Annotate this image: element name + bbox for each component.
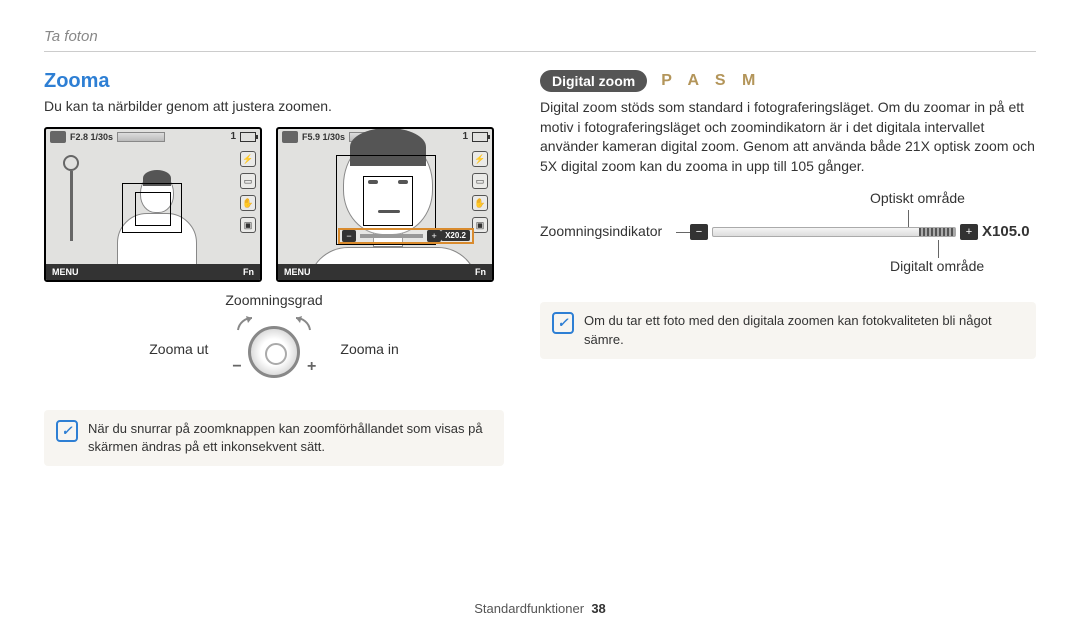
ev-meter-icon (117, 132, 165, 142)
note-text: När du snurrar på zoomknappen kan zoomfö… (88, 420, 492, 456)
mode-icon (50, 131, 66, 143)
zoom-in-label: Zooma in (340, 341, 398, 357)
minus-sign: − (232, 358, 241, 376)
focus-rect-inner (363, 176, 413, 226)
rotate-right-arrow-icon (292, 314, 316, 338)
scene-zoom: − + X20.2 (278, 145, 492, 264)
callout-line (938, 240, 939, 258)
right-column: Digital zoom P A S M Digital zoom stöds … (540, 70, 1036, 466)
menu-label: MENU (52, 267, 79, 277)
zoom-indicator-label: Zoomningsindikator (540, 223, 662, 239)
mode-icon (282, 131, 298, 143)
zoom-out-label: Zooma ut (149, 341, 208, 357)
camera-screen-zoom: F5.9 1/30s 1 ⚡ ▭ ✋ ▣ (276, 127, 494, 282)
rotate-left-arrow-icon (232, 314, 256, 338)
zoom-dial: − + (234, 314, 314, 384)
breadcrumb: Ta foton (44, 28, 1036, 45)
streetlamp-icon (60, 155, 82, 241)
columns: Zooma Du kan ta närbilder genom att just… (44, 70, 1036, 466)
menu-label: MENU (284, 267, 311, 277)
callout-line (676, 232, 690, 233)
battery-icon (240, 132, 256, 142)
optical-range-label: Optiskt område (870, 190, 965, 206)
zoom-grade-label: Zoomningsgrad (44, 292, 504, 308)
note-box: ✓ När du snurrar på zoomknappen kan zoom… (44, 410, 504, 466)
fn-label: Fn (475, 267, 486, 277)
indicator-plus-icon: + (960, 224, 978, 240)
note-box: ✓ Om du tar ett foto med den digitala zo… (540, 302, 1036, 358)
screenshot-row: F2.8 1/30s 1 ⚡ ▭ ✋ ▣ (44, 127, 504, 282)
dial-ring-icon (248, 326, 300, 378)
digital-zoom-text: Digital zoom stöds som standard i fotogr… (540, 98, 1036, 176)
camera-topbar: F2.8 1/30s 1 (46, 129, 260, 145)
camera-bottombar: MENU Fn (278, 264, 492, 280)
digital-segment (919, 228, 955, 236)
scene-wide (46, 145, 260, 264)
focus-rect-inner (135, 192, 171, 226)
left-column: Zooma Du kan ta närbilder genom att just… (44, 70, 504, 466)
footer-page-number: 38 (591, 601, 605, 616)
zoom-value: X20.2 (441, 230, 470, 241)
zoom-bar: − + X20.2 (338, 228, 474, 244)
shot-count: 1 (230, 131, 236, 142)
zoom-minus-icon: − (342, 230, 356, 242)
digital-range-label: Digitalt område (890, 258, 984, 274)
indicator-max-value: X105.0 (982, 223, 1030, 240)
zoom-track (360, 234, 423, 238)
indicator-minus-icon: − (690, 224, 708, 240)
zoom-dial-row: Zooma ut − + Zooma in (44, 314, 504, 384)
zoom-indicator-diagram: Optiskt område Zoomningsindikator − + X1… (540, 190, 1036, 286)
camera-bottombar: MENU Fn (46, 264, 260, 280)
intro-text: Du kan ta närbilder genom att justera zo… (44, 97, 504, 117)
plus-sign: + (307, 358, 316, 376)
page: Ta foton Zooma Du kan ta närbilder genom… (0, 0, 1080, 466)
pasm-modes: P A S M (661, 72, 761, 90)
footer-section: Standardfunktioner (474, 601, 584, 616)
focus-rect-outer (122, 183, 182, 233)
divider (44, 51, 1036, 52)
camera-screen-wide: F2.8 1/30s 1 ⚡ ▭ ✋ ▣ (44, 127, 262, 282)
fn-label: Fn (243, 267, 254, 277)
battery-icon (472, 132, 488, 142)
info-icon: ✓ (552, 312, 574, 334)
info-icon: ✓ (56, 420, 78, 442)
heading-zooma: Zooma (44, 70, 504, 93)
note-text: Om du tar ett foto med den digitala zoom… (584, 312, 1024, 348)
page-footer: Standardfunktioner 38 (0, 601, 1080, 616)
exposure-text: F2.8 1/30s (70, 132, 113, 142)
zoom-plus-icon: + (427, 230, 441, 242)
digital-zoom-badge: Digital zoom (540, 70, 647, 92)
badge-row: Digital zoom P A S M (540, 70, 1036, 92)
indicator-track (712, 227, 956, 237)
